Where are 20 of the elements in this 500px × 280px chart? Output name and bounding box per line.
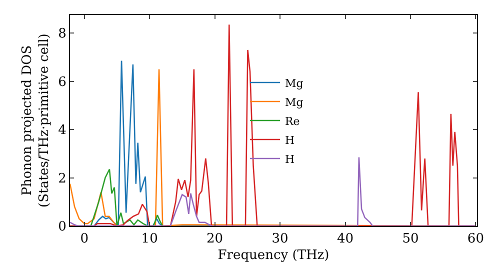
y-tick-label: 2 bbox=[58, 171, 66, 186]
legend-label: Mg bbox=[285, 76, 304, 90]
y-tick-label: 6 bbox=[58, 74, 66, 90]
y-axis-title: Phonon projected DOS (States/THz·primitive cell) bbox=[20, 33, 52, 208]
legend-label: H bbox=[285, 134, 295, 147]
x-tick-label: 20 bbox=[206, 232, 224, 247]
y-tick-label: 4 bbox=[58, 123, 66, 138]
x-tick-label: 0 bbox=[80, 232, 88, 247]
legend-label: Re bbox=[285, 114, 300, 128]
x-tick-label: 40 bbox=[336, 232, 354, 247]
x-tick-label: 30 bbox=[272, 232, 288, 247]
legend-label: Mg bbox=[285, 96, 304, 109]
x-tick-label: 50 bbox=[402, 232, 419, 247]
x-tick-label: 60 bbox=[467, 232, 484, 247]
legend-label: H bbox=[285, 152, 295, 166]
line-series bbox=[70, 156, 476, 226]
y-tick-label: 0 bbox=[58, 220, 66, 235]
y-tick-label: 8 bbox=[58, 26, 66, 42]
x-axis-title: Frequency (THz) bbox=[218, 248, 330, 264]
x-tick-label: 10 bbox=[141, 232, 158, 247]
